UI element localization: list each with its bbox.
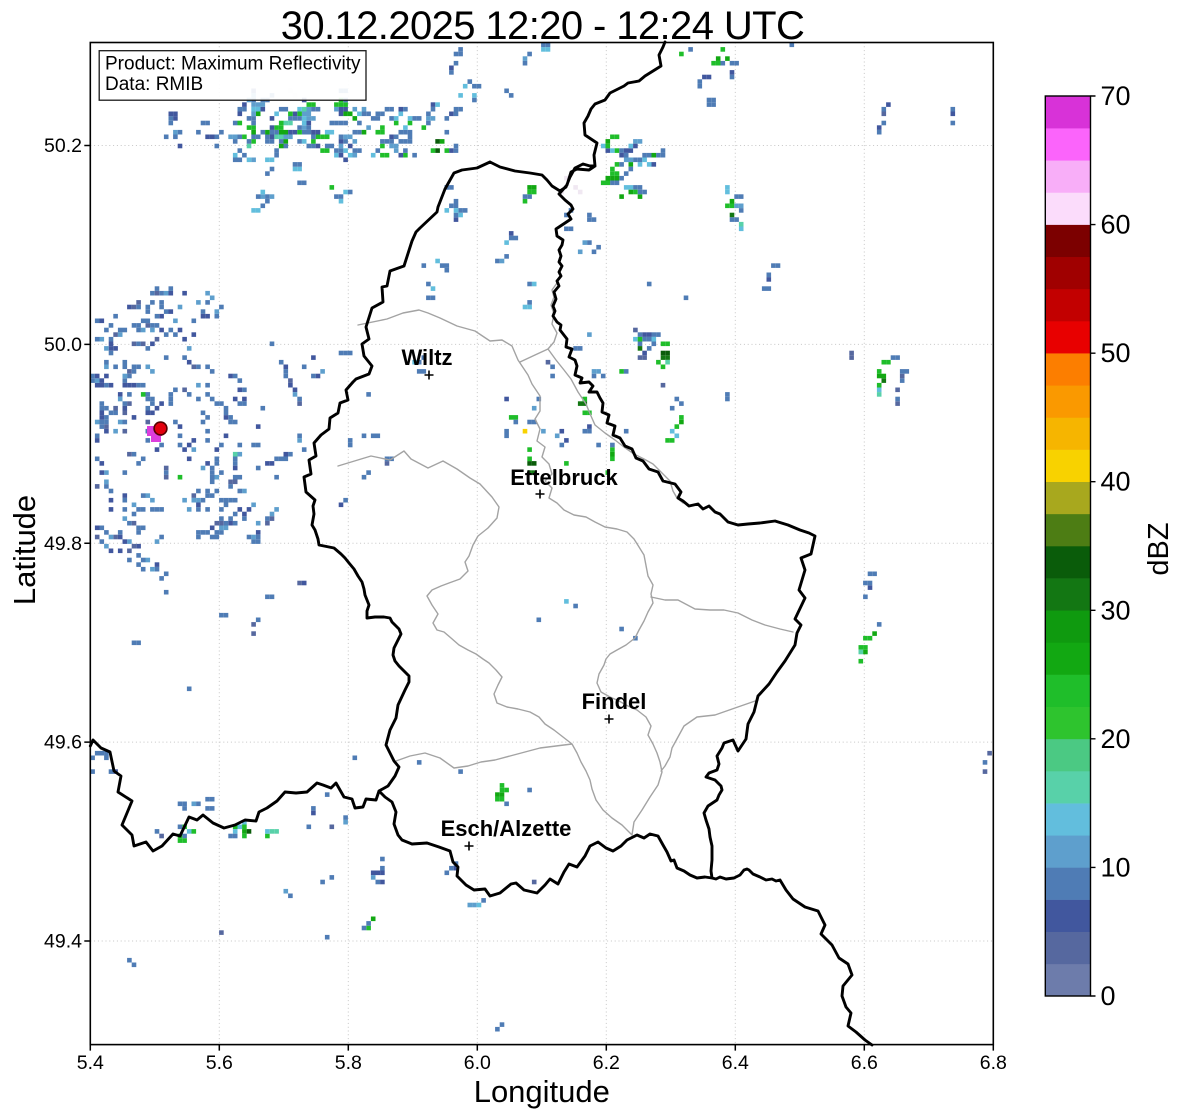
- svg-text:Longitude: Longitude: [474, 1074, 610, 1109]
- svg-text:20: 20: [1101, 724, 1131, 754]
- svg-text:70: 70: [1101, 81, 1131, 111]
- svg-text:30.12.2025 12:20 - 12:24 UTC: 30.12.2025 12:20 - 12:24 UTC: [281, 4, 805, 48]
- svg-text:Wiltz: Wiltz: [401, 345, 452, 370]
- svg-text:Esch/Alzette: Esch/Alzette: [441, 816, 572, 841]
- svg-text:10: 10: [1101, 852, 1131, 882]
- svg-text:60: 60: [1101, 210, 1131, 240]
- svg-text:50: 50: [1101, 338, 1131, 368]
- svg-text:40: 40: [1101, 467, 1131, 497]
- svg-text:5.4: 5.4: [77, 1052, 104, 1074]
- svg-text:Data: RMIB: Data: RMIB: [105, 74, 203, 95]
- svg-text:dBZ: dBZ: [1143, 522, 1175, 575]
- svg-text:50.0: 50.0: [44, 334, 82, 356]
- svg-text:6.2: 6.2: [593, 1052, 620, 1074]
- svg-text:49.8: 49.8: [44, 533, 82, 555]
- svg-text:6.4: 6.4: [722, 1052, 749, 1074]
- svg-text:Findel: Findel: [582, 689, 647, 714]
- svg-text:0: 0: [1101, 981, 1116, 1011]
- svg-text:Product: Maximum Reflectivity: Product: Maximum Reflectivity: [105, 54, 361, 75]
- svg-text:5.8: 5.8: [335, 1052, 362, 1074]
- svg-text:6.6: 6.6: [851, 1052, 878, 1074]
- svg-text:5.6: 5.6: [206, 1052, 233, 1074]
- svg-text:Ettelbruck: Ettelbruck: [510, 465, 618, 490]
- svg-text:6.8: 6.8: [980, 1052, 1007, 1074]
- svg-text:50.2: 50.2: [44, 135, 82, 157]
- svg-text:30: 30: [1101, 595, 1131, 625]
- svg-text:49.4: 49.4: [44, 931, 82, 953]
- svg-text:6.0: 6.0: [464, 1052, 491, 1074]
- svg-text:49.6: 49.6: [44, 732, 82, 754]
- svg-text:Latitude: Latitude: [7, 495, 42, 605]
